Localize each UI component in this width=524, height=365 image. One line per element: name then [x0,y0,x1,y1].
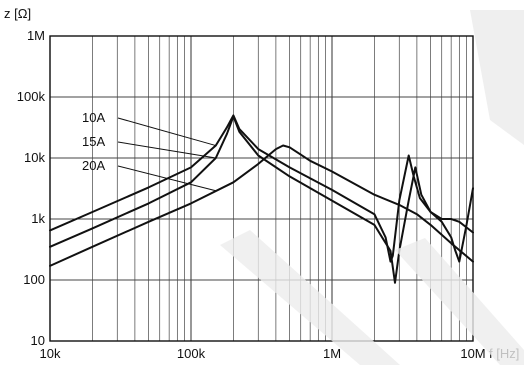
y-tick-label: 100k [17,89,46,104]
series-annotation-label: 20A [82,158,105,173]
annotation-leader-line [117,165,216,192]
series-group [49,114,474,284]
annotation-leader-line [117,117,216,147]
series-line-15a [49,115,474,284]
series-annotation-label: 10A [82,110,105,125]
y-tick-label: 1M [27,28,45,43]
x-tick-label: 1M [323,346,341,361]
y-tick-label: 1k [31,211,45,226]
annotation-leader-line [117,141,216,159]
series-labels: 10A 15A 20A [82,110,216,192]
x-tick-label: 10k [40,346,61,361]
x-tick-label: 10M [460,346,485,361]
y-tick-label: 10k [24,150,45,165]
y-axis-label: z [Ω] [4,6,31,21]
watermark-shape [220,230,400,365]
plot-border [49,35,474,342]
y-tick-label: 100 [23,272,45,287]
axis-ticks: 10k 100k 1M 10M 10 100 1k 10k 100k 1M [17,28,486,361]
series-annotation-label: 15A [82,134,105,149]
series-line-10a [49,114,474,263]
plot-frame [49,35,474,342]
grid [49,36,473,341]
watermark-shape [395,238,524,365]
x-tick-label: 100k [177,346,206,361]
watermark-shape [470,10,524,145]
y-tick-label: 10 [31,333,45,348]
series-line-20a [49,144,474,267]
